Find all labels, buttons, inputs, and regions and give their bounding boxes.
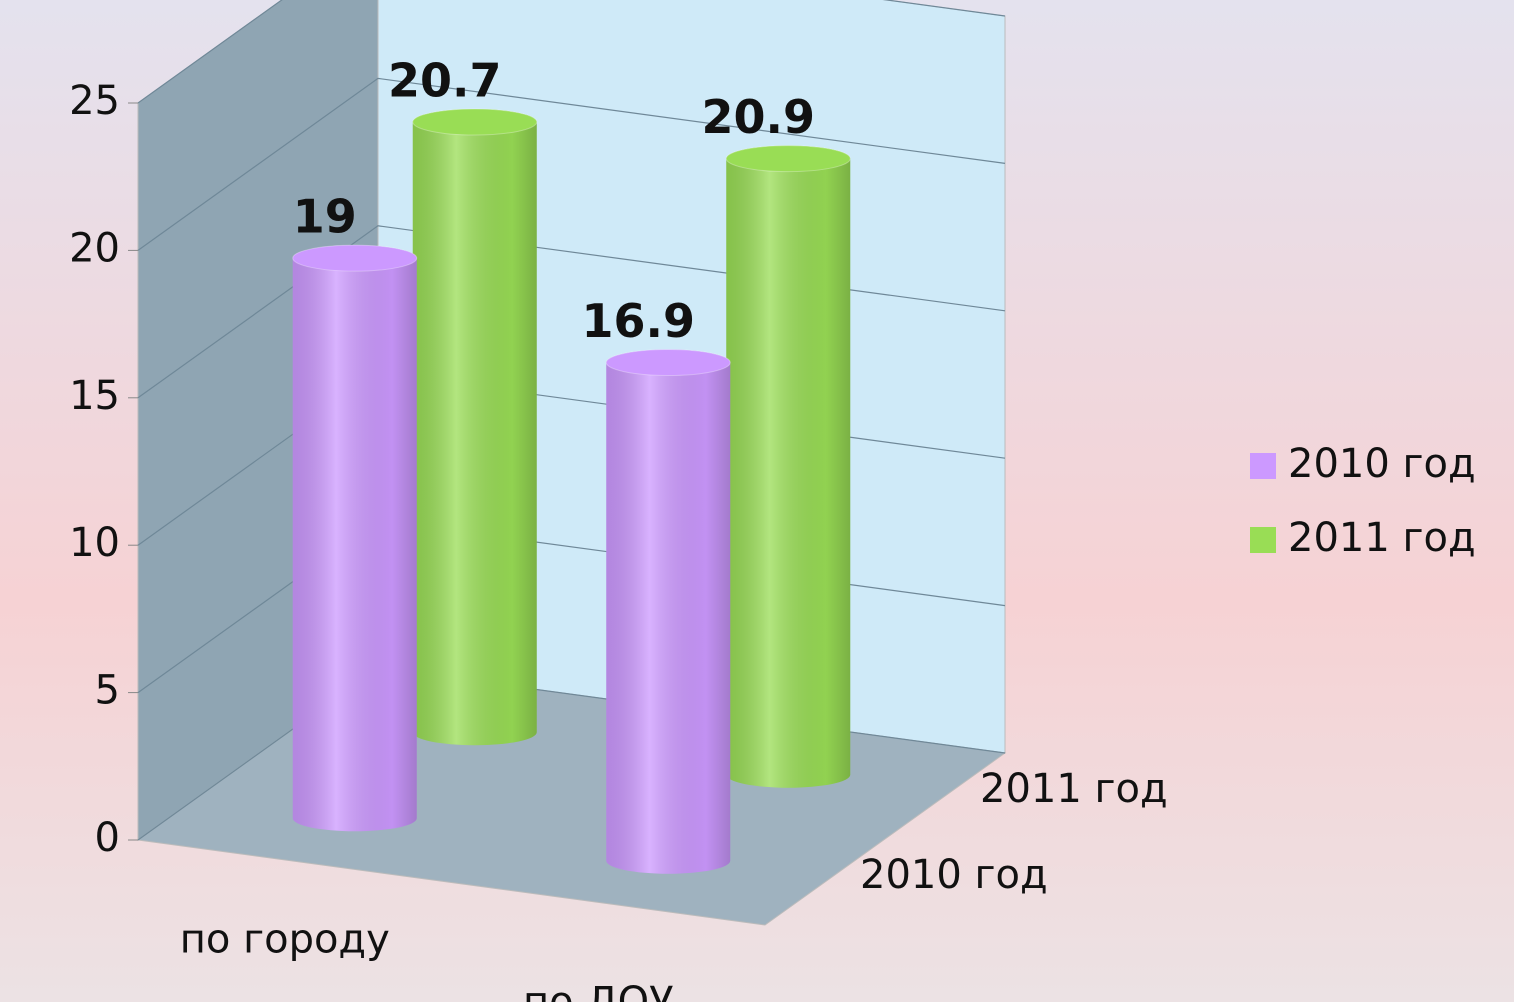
value-label: 20.9 xyxy=(702,90,816,144)
y-tick-label: 5 xyxy=(95,668,120,714)
cylinder-shade xyxy=(606,350,730,874)
cylinder-top xyxy=(293,245,417,271)
value-label: 16.9 xyxy=(582,294,696,348)
cylinder-top xyxy=(726,146,850,172)
x-tick-label: по городу xyxy=(180,916,390,962)
x-tick-label: по ДОУ xyxy=(523,979,673,1002)
cylinder-shade xyxy=(293,245,417,831)
chart: 0 5 10 15 20 25 по городу по ДОУ 2010 год 2011 го… xyxy=(0,0,1514,1002)
legend-label: 2011 год xyxy=(1288,515,1476,561)
value-label: 19 xyxy=(293,190,357,244)
y-tick-label: 15 xyxy=(69,373,120,419)
value-label: 20.7 xyxy=(388,54,502,108)
y-tick-label: 25 xyxy=(69,78,120,124)
depth-label: 2011 год xyxy=(980,766,1168,812)
legend-swatch xyxy=(1250,453,1276,479)
cylinder-shade xyxy=(726,146,850,788)
cylinder-shade xyxy=(413,109,537,745)
legend-swatch xyxy=(1250,527,1276,553)
y-tick-label: 0 xyxy=(95,815,120,861)
page: {"chart_data": {"type": "bar3d", "catego… xyxy=(0,0,1514,1002)
cylinder-top xyxy=(606,350,730,376)
legend-label: 2010 год xyxy=(1288,441,1476,487)
y-tick-label: 20 xyxy=(69,225,120,271)
depth-label: 2010 год xyxy=(860,852,1048,898)
y-tick-label: 10 xyxy=(69,520,120,566)
cylinder-top xyxy=(413,109,537,135)
